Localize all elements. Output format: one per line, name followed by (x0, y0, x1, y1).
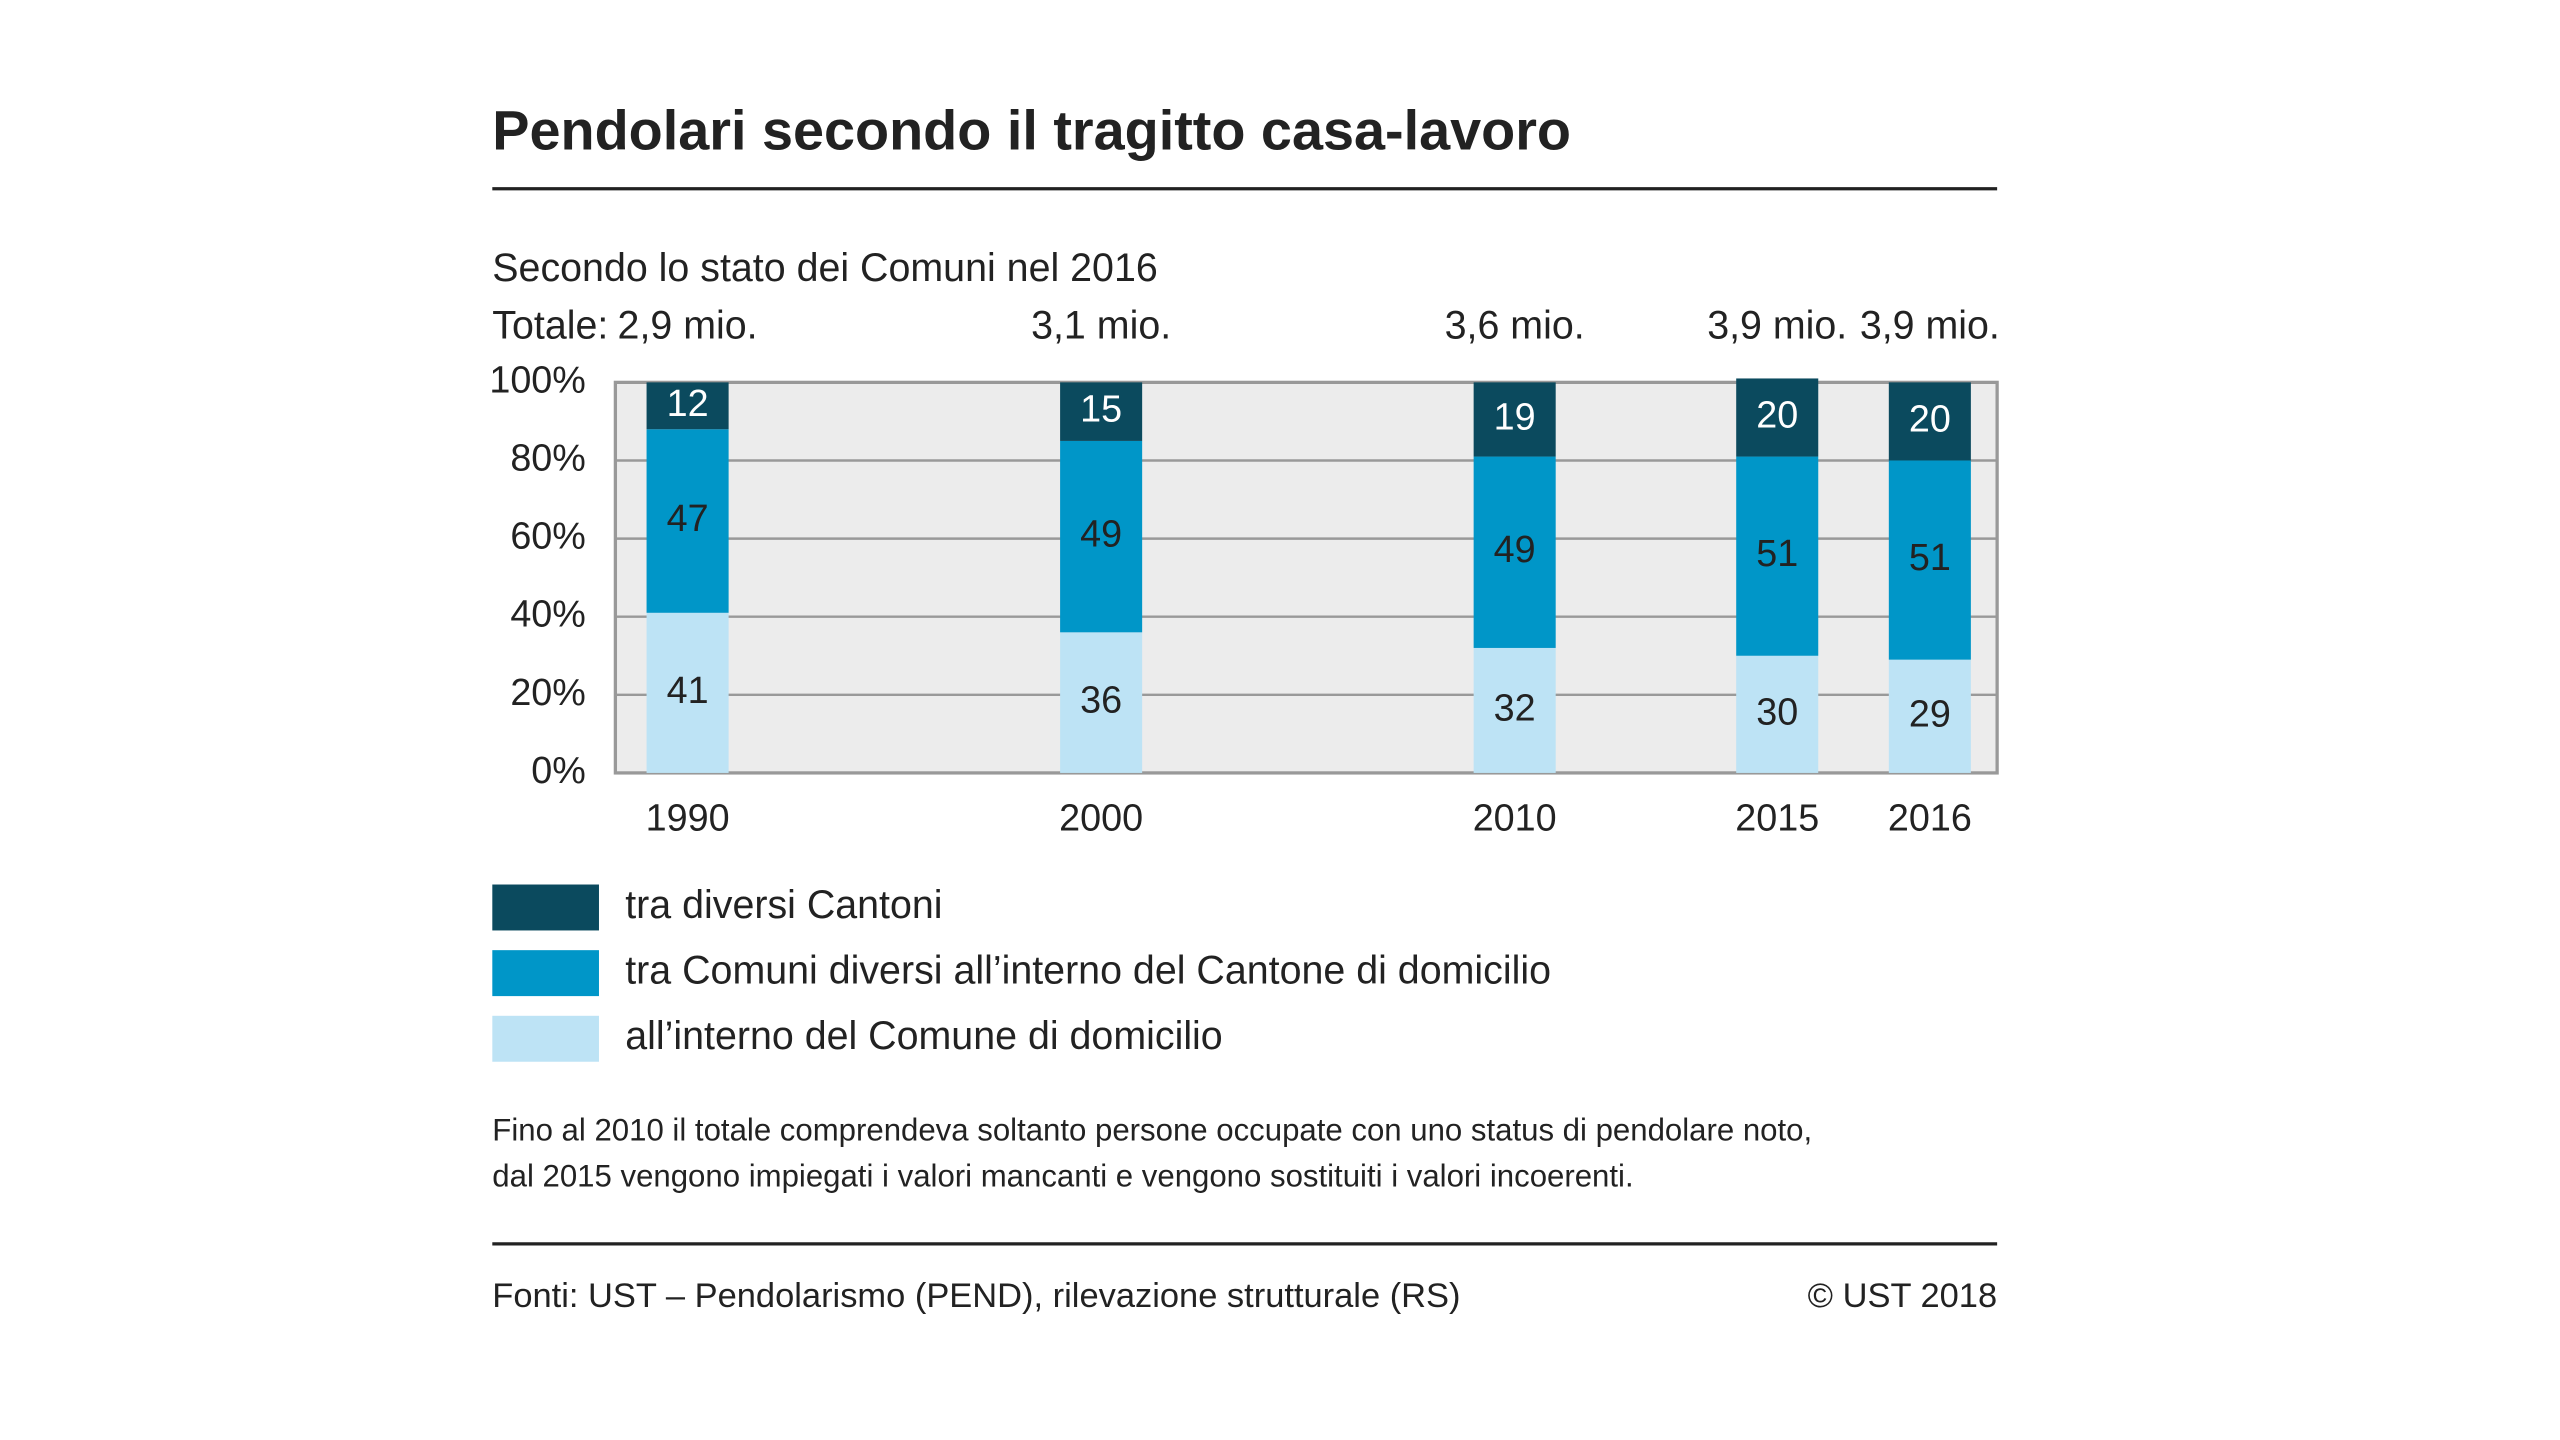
value-label: 49 (1494, 528, 1536, 570)
value-label: 41 (667, 669, 709, 711)
value-label: 32 (1494, 686, 1536, 728)
y-tick-label: 60% (510, 515, 586, 557)
value-label: 47 (667, 497, 709, 539)
x-tick-label: 2016 (1888, 796, 1972, 838)
y-tick-label: 100% (489, 358, 586, 400)
copyright: © UST 2018 (1808, 1277, 1997, 1315)
bar-segment (1888, 460, 1971, 660)
value-label: 49 (1080, 513, 1122, 555)
value-label: 19 (1494, 395, 1536, 437)
note: dal 2015 vengono impiegati i valori manc… (492, 1158, 1633, 1193)
legend-swatch (492, 950, 599, 997)
bar-segment (646, 382, 729, 430)
bar-segment (1736, 456, 1819, 656)
value-label: 12 (667, 382, 709, 424)
note: Fino al 2010 il totale comprendeva solta… (492, 1113, 1812, 1148)
value-label: 51 (1909, 536, 1951, 578)
value-label: 36 (1080, 679, 1122, 721)
x-tick-label: 2000 (1059, 796, 1143, 838)
totals-label: Totale: (492, 304, 608, 348)
bar-segment (1060, 632, 1143, 773)
bar-segment (646, 429, 729, 613)
y-tick-label: 80% (510, 436, 586, 478)
source: Fonti: UST – Pendolarismo (PEND), rileva… (492, 1277, 1460, 1315)
legend-label: all’interno del Comune di domicilio (625, 1014, 1222, 1058)
legend-label: tra Comuni diversi all’interno del Canto… (625, 949, 1551, 993)
value-label: 29 (1909, 692, 1951, 734)
bar-segment (1473, 382, 1556, 457)
x-tick-label: 2010 (1473, 796, 1557, 838)
bar-segment (1473, 456, 1556, 648)
bar-segment (1473, 647, 1556, 773)
bar-segment (646, 612, 729, 773)
bar-segment (1736, 655, 1819, 773)
value-label: 30 (1756, 690, 1798, 732)
y-tick-label: 40% (510, 593, 586, 635)
x-tick-label: 2015 (1735, 796, 1819, 838)
bar-segment (1736, 378, 1819, 457)
total-label: 3,9 mio. (1860, 304, 2000, 348)
value-label: 15 (1080, 388, 1122, 430)
subtitle: Secondo lo stato dei Comuni nel 2016 (492, 246, 1157, 290)
y-tick-label: 20% (510, 671, 586, 713)
bar-segment (1888, 382, 1971, 461)
y-tick-label: 0% (531, 749, 586, 791)
total-label: 3,9 mio. (1707, 304, 1847, 348)
legend-swatch (492, 1015, 599, 1062)
legend-swatch (492, 884, 599, 931)
bar-segment (1888, 659, 1971, 773)
x-tick-label: 1990 (646, 796, 730, 838)
bar-segment (1060, 382, 1143, 441)
total-label: 3,1 mio. (1031, 304, 1171, 348)
bar-segment (1060, 440, 1143, 633)
total-label: 2,9 mio. (618, 304, 758, 348)
chart-title: Pendolari secondo il tragitto casa-lavor… (492, 98, 1571, 161)
legend-label: tra diversi Cantoni (625, 883, 942, 927)
value-label: 20 (1909, 397, 1951, 439)
total-label: 3,6 mio. (1445, 304, 1585, 348)
value-label: 20 (1756, 393, 1798, 435)
value-label: 51 (1756, 532, 1798, 574)
